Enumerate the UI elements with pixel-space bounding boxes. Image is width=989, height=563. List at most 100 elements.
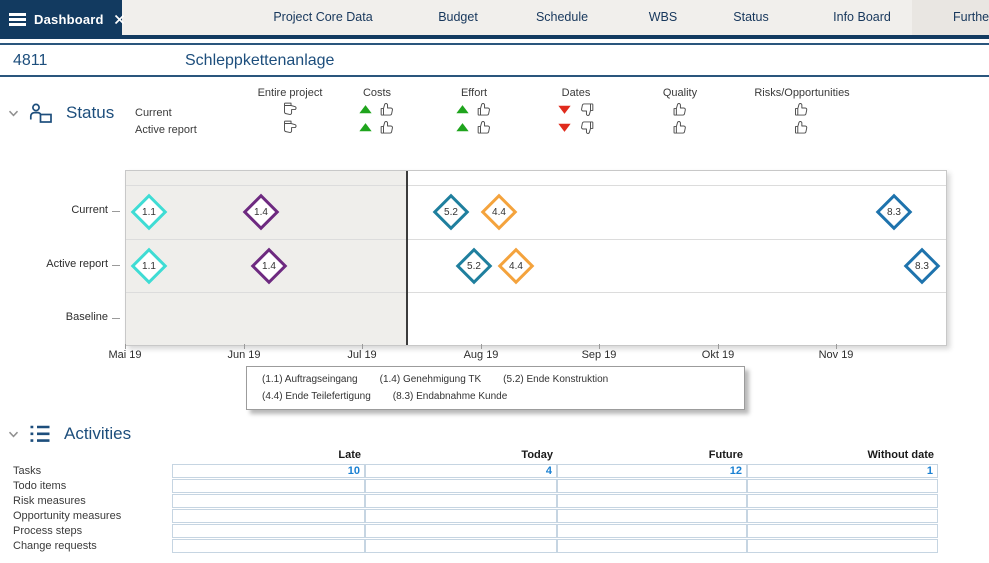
activities-cell-opportunity-measures-future [557,509,747,523]
axis-label-okt-19: Okt 19 [701,349,735,361]
thumb-down-icon [578,101,595,118]
activities-row-label-todo-items: Todo items [13,480,67,492]
top-tab-bar: Project Core Data Budget Schedule WBS Status… [0,0,989,39]
status-indicator-current [455,101,493,118]
activities-cell-change-requests-late [172,539,365,553]
chart-plot-area: 1.1 1.4 5.2 4.4 8.3 1.1 1.4 5.2 4.4 8.3 [125,170,947,346]
activities-cell-process-steps-today [365,524,557,538]
axis-tick [125,344,126,349]
trend-up-icon [455,102,470,117]
project-header: 4811 Schleppkettenanlage [0,43,989,77]
activities-column-header-future: Future [708,449,743,461]
activities-cell-tasks-today[interactable]: 4 [365,464,557,478]
milestone-4.4-current[interactable]: 4.4 [480,193,518,231]
chart-row-label-baseline: Baseline [65,311,108,323]
status-indicator-current [663,101,697,118]
status-indicator-current [358,101,396,118]
status-indicator-active_report [557,119,595,136]
activities-cell-change-requests-future [557,539,747,553]
tab-strip-end [912,0,989,35]
today-line [406,171,408,345]
activities-cell-process-steps-late [172,524,365,538]
tab-further[interactable]: Further... [952,10,989,24]
activities-row-label-tasks: Tasks [13,465,42,477]
collapse-activities-icon[interactable] [8,431,19,438]
thumb-up-icon [476,101,493,118]
activities-cell-todo-items-future [557,479,747,493]
axis-label-nov-19: Nov 19 [818,349,854,361]
milestone-id: 8.3 [915,260,929,272]
activities-cell-risk-measures-today [365,494,557,508]
thumb-up-icon [794,101,811,118]
status-column-header: Effort [460,87,488,99]
milestone-id: 1.1 [142,260,156,272]
topbar-underline [0,35,989,39]
activities-cell-tasks-future[interactable]: 12 [557,464,747,478]
status-indicator-active_report [258,119,323,136]
thumb-up-icon [379,119,396,136]
tab-schedule[interactable]: Schedule [535,10,589,24]
chart-row-label-active-report: Active report [46,258,108,270]
legend-item-4.4: (4.4) Ende Teilefertigung [262,391,371,402]
legend-item-8.3: (8.3) Endabnahme Kunde [392,391,508,402]
milestone-8.3-active-report[interactable]: 8.3 [903,247,941,285]
activities-cell-process-steps-future [557,524,747,538]
trend-up-icon [358,102,373,117]
active-tab-label: Dashboard [34,12,104,27]
status-person-icon [28,101,54,125]
axis-tick [599,344,600,349]
collapse-status-icon[interactable] [8,110,19,117]
status-indicator-active_report [663,119,697,136]
activities-cell-risk-measures-without-date [747,494,938,508]
axis-tick [836,344,837,349]
activities-row-label-process-steps: Process steps [13,525,83,537]
tab-budget[interactable]: Budget [438,10,478,24]
status-column-header: Quality [662,87,698,99]
status-column-costs: Costs [358,87,396,136]
tab-dashboard[interactable]: Dashboard [0,0,125,39]
activities-cell-todo-items-today [365,479,557,493]
thumb-up-icon [672,119,689,136]
axis-label-jun-19: Jun 19 [227,349,261,361]
axis-label-aug-19: Aug 19 [463,349,499,361]
close-tab-icon[interactable] [114,14,125,25]
milestone-5.2-active-report[interactable]: 5.2 [455,247,493,285]
menu-icon[interactable] [9,10,26,28]
chart-legend: (1.1) Auftragseingang (1.4) Genehmigung T… [246,366,745,410]
activities-cell-risk-measures-late [172,494,365,508]
trend-down-icon [557,102,572,117]
activities-row-label-risk-measures: Risk measures [13,495,86,507]
status-indicator-active_report [754,119,849,136]
tab-project-core-data[interactable]: Project Core Data [273,10,373,24]
milestone-id: 4.4 [509,260,523,272]
activities-cell-risk-measures-future [557,494,747,508]
tab-status[interactable]: Status [733,10,769,24]
thumb-up-icon [379,101,396,118]
project-name: Schleppkettenanlage [185,52,335,69]
legend-item-1.1: (1.1) Auftragseingang [262,374,358,385]
axis-tick [718,344,719,349]
milestone-id: 5.2 [444,206,458,218]
milestone-5.2-current[interactable]: 5.2 [432,193,470,231]
axis-label-sep-19: Sep 19 [581,349,617,361]
milestone-8.3-current[interactable]: 8.3 [875,193,913,231]
activities-cell-opportunity-measures-without-date [747,509,938,523]
activities-section-title: Activities [64,424,132,443]
milestone-4.4-active-report[interactable]: 4.4 [497,247,535,285]
status-column-quality: Quality [663,87,697,136]
axis-tick [244,344,245,349]
activities-cell-tasks-without-date[interactable]: 1 [747,464,938,478]
activities-cell-process-steps-without-date [747,524,938,538]
tab-wbs[interactable]: WBS [648,10,678,24]
activities-cell-opportunity-measures-late [172,509,365,523]
row-separator [126,292,946,293]
activities-cell-tasks-late[interactable]: 10 [172,464,365,478]
tab-info-board[interactable]: Info Board [833,10,891,24]
chart-row-tick [112,211,120,212]
row-separator [126,185,946,186]
status-column-effort: Effort [455,87,493,136]
activities-row-label-change-requests: Change requests [13,540,97,552]
milestone-id: 1.4 [262,260,276,272]
activities-cell-opportunity-measures-today [365,509,557,523]
activities-column-header-without-date: Without date [867,449,935,461]
